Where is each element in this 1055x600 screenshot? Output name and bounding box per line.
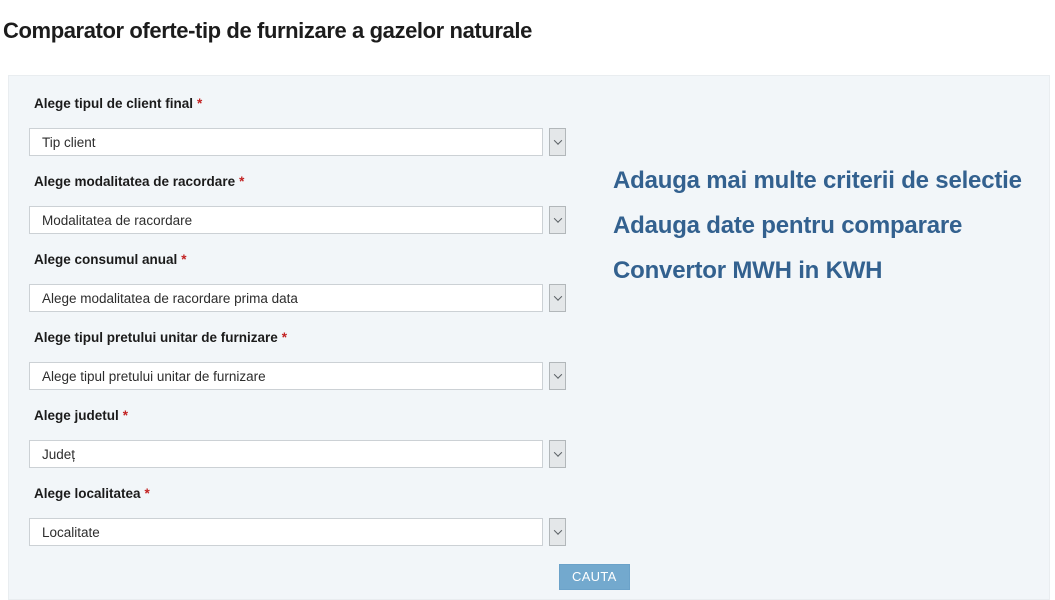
cauta-button[interactable]: CAUTA — [559, 564, 630, 590]
field-label-text: Alege localitatea — [34, 486, 141, 501]
required-asterisk: * — [197, 96, 203, 111]
side-links: Adauga mai multe criterii de selectie Ad… — [613, 158, 1022, 293]
dropdown-arrow-button[interactable] — [549, 128, 566, 156]
field-label-consum-anual: Alege consumul anual * — [34, 252, 566, 268]
select-tip-client[interactable]: Tip client — [29, 128, 566, 156]
chevron-down-icon — [553, 136, 562, 145]
field-label-modalitate-racordare: Alege modalitatea de racordare * — [34, 174, 566, 190]
submit-row: CAUTA — [559, 564, 630, 590]
field-label-judet: Alege judetul * — [34, 408, 566, 424]
comparator-form: Alege tipul de client final * Tip client … — [29, 96, 630, 590]
field-group-consum-anual: Alege consumul anual * Alege modalitatea … — [29, 252, 566, 312]
dropdown-arrow-button[interactable] — [549, 206, 566, 234]
select-consum-anual-value: Alege modalitatea de racordare prima dat… — [29, 284, 543, 312]
select-tip-pret-unitar-value: Alege tipul pretului unitar de furnizare — [29, 362, 543, 390]
field-group-localitate: Alege localitatea * Localitate — [29, 486, 566, 546]
field-group-tip-client: Alege tipul de client final * Tip client — [29, 96, 566, 156]
field-label-text: Alege judetul — [34, 408, 119, 423]
required-asterisk: * — [181, 252, 187, 267]
select-localitate[interactable]: Localitate — [29, 518, 566, 546]
field-label-text: Alege consumul anual — [34, 252, 178, 267]
page-title: Comparator oferte-tip de furnizare a gaz… — [3, 18, 532, 43]
field-label-tip-client: Alege tipul de client final * — [34, 96, 566, 112]
select-consum-anual[interactable]: Alege modalitatea de racordare prima dat… — [29, 284, 566, 312]
dropdown-arrow-button[interactable] — [549, 362, 566, 390]
select-judet-value: Județ — [29, 440, 543, 468]
required-asterisk: * — [239, 174, 245, 189]
dropdown-arrow-button[interactable] — [549, 518, 566, 546]
field-label-text: Alege tipul pretului unitar de furnizare — [34, 330, 278, 345]
link-convertor-mwh-kwh[interactable]: Convertor MWH in KWH — [613, 257, 883, 284]
field-group-tip-pret-unitar: Alege tipul pretului unitar de furnizare… — [29, 330, 566, 390]
field-label-tip-pret-unitar: Alege tipul pretului unitar de furnizare… — [34, 330, 566, 346]
chevron-down-icon — [553, 292, 562, 301]
select-modalitate-racordare[interactable]: Modalitatea de racordare — [29, 206, 566, 234]
field-group-judet: Alege judetul * Județ — [29, 408, 566, 468]
chevron-down-icon — [553, 214, 562, 223]
link-adauga-criterii[interactable]: Adauga mai multe criterii de selectie — [613, 167, 1022, 194]
comparator-panel: Alege tipul de client final * Tip client … — [8, 75, 1050, 600]
chevron-down-icon — [553, 370, 562, 379]
required-asterisk: * — [281, 330, 288, 345]
required-asterisk: * — [122, 408, 129, 423]
select-tip-pret-unitar[interactable]: Alege tipul pretului unitar de furnizare — [29, 362, 566, 390]
select-localitate-value: Localitate — [29, 518, 543, 546]
dropdown-arrow-button[interactable] — [549, 440, 566, 468]
field-label-text: Alege modalitatea de racordare — [34, 174, 236, 189]
select-modalitate-racordare-value: Modalitatea de racordare — [29, 206, 543, 234]
link-adauga-date-comparare[interactable]: Adauga date pentru comparare — [613, 212, 963, 239]
chevron-down-icon — [553, 526, 562, 535]
field-label-localitate: Alege localitatea * — [34, 486, 566, 502]
field-label-text: Alege tipul de client final — [34, 96, 194, 111]
chevron-down-icon — [553, 448, 562, 457]
required-asterisk: * — [144, 486, 150, 501]
field-group-modalitate-racordare: Alege modalitatea de racordare * Modalita… — [29, 174, 566, 234]
dropdown-arrow-button[interactable] — [549, 284, 566, 312]
select-judet[interactable]: Județ — [29, 440, 566, 468]
select-tip-client-value: Tip client — [29, 128, 543, 156]
